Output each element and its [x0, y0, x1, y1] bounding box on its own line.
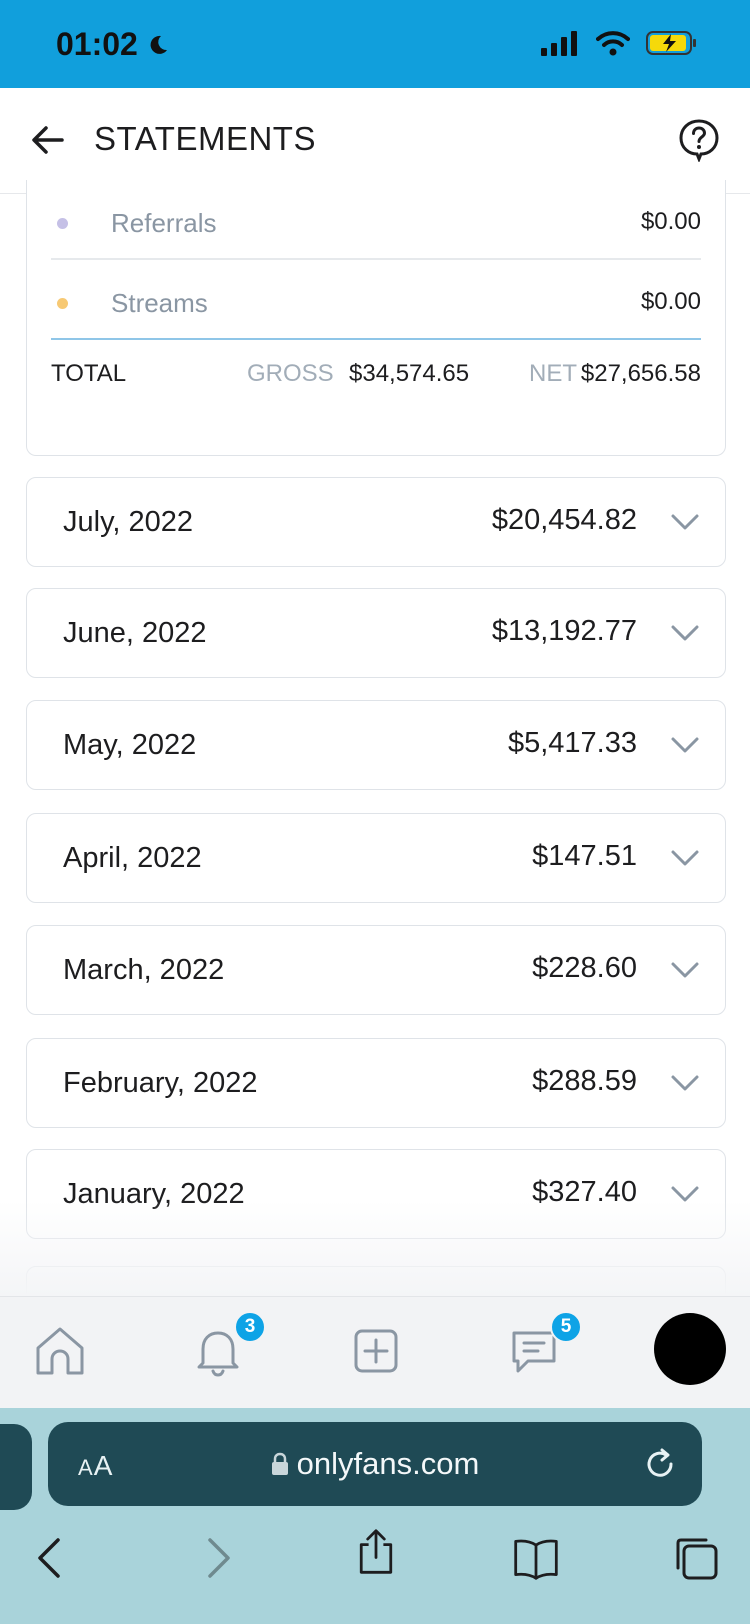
- summary-totals: TOTAL GROSS $34,574.65 NET $27,656.58: [51, 360, 701, 404]
- net-value: $27,656.58: [580, 360, 701, 387]
- status-icons: [540, 30, 698, 56]
- page-header: STATEMENTS: [0, 88, 750, 194]
- month-row-april-2022[interactable]: April, 2022 $147.51: [26, 813, 726, 903]
- month-amount: $147.51: [532, 840, 637, 872]
- status-time: 01:02: [56, 26, 170, 63]
- month-label: June, 2022: [63, 617, 207, 649]
- summary-row-label: Streams: [111, 288, 208, 318]
- referrals-dot: [57, 218, 68, 229]
- bottom-nav: 3 5: [0, 1296, 750, 1408]
- chevron-down-icon[interactable]: [669, 954, 701, 986]
- help-icon[interactable]: [678, 118, 720, 162]
- scroll-fade: [0, 1200, 750, 1296]
- bell-icon: [197, 1331, 239, 1377]
- gross-label: GROSS: [247, 360, 334, 387]
- summary-row-streams: Streams $0.00: [51, 260, 701, 340]
- month-row-february-2022[interactable]: February, 2022 $288.59: [26, 1038, 726, 1128]
- battery-icon: [646, 31, 696, 55]
- total-label: TOTAL: [51, 360, 127, 387]
- summary-row-referrals: Referrals $0.00: [51, 180, 701, 260]
- month-row-june-2022[interactable]: June, 2022 $13,192.77: [26, 588, 726, 678]
- statement-summary-card: Referrals $0.00 Streams $0.00 TOTAL GROS…: [26, 180, 726, 456]
- home-icon[interactable]: [32, 1323, 88, 1379]
- month-amount: $228.60: [532, 952, 637, 984]
- share-icon[interactable]: [352, 1528, 400, 1576]
- summary-row-label: Referrals: [111, 208, 217, 238]
- month-row-july-2022[interactable]: July, 2022 $20,454.82: [26, 477, 726, 567]
- messages-nav[interactable]: 5: [506, 1311, 582, 1379]
- reload-icon[interactable]: [642, 1446, 678, 1482]
- lock-icon: [271, 1452, 288, 1475]
- month-label: March, 2022: [63, 954, 225, 986]
- tabs-icon[interactable]: [672, 1534, 720, 1582]
- clock-text: 01:02: [56, 26, 138, 62]
- notifications-badge: 3: [234, 1311, 266, 1343]
- bookmarks-icon[interactable]: [512, 1534, 560, 1582]
- url-text: onlyfans.com: [296, 1446, 480, 1481]
- signal-icon: [541, 31, 577, 56]
- summary-row-amount: $0.00: [640, 208, 701, 235]
- text-size-button[interactable]: AA: [78, 1450, 114, 1481]
- back-arrow-icon[interactable]: [26, 118, 70, 162]
- chevron-down-icon[interactable]: [669, 617, 701, 649]
- month-amount: $20,454.82: [491, 504, 637, 536]
- status-bar: 01:02: [0, 0, 750, 88]
- month-label: July, 2022: [63, 506, 194, 538]
- month-label: February, 2022: [63, 1067, 258, 1099]
- month-row-may-2022[interactable]: May, 2022 $5,417.33: [26, 700, 726, 790]
- month-amount: $13,192.77: [491, 615, 637, 647]
- chevron-down-icon[interactable]: [669, 506, 701, 538]
- month-row-march-2022[interactable]: March, 2022 $228.60: [26, 925, 726, 1015]
- month-amount: $5,417.33: [507, 727, 637, 759]
- add-post-icon[interactable]: [348, 1323, 404, 1379]
- avatar[interactable]: [654, 1313, 726, 1385]
- moon-icon: [150, 35, 167, 54]
- month-label: May, 2022: [63, 729, 197, 761]
- month-amount: $288.59: [532, 1065, 637, 1097]
- summary-row-amount: $0.00: [640, 288, 701, 315]
- wifi-icon: [596, 31, 630, 56]
- chevron-down-icon[interactable]: [669, 1067, 701, 1099]
- month-label: April, 2022: [63, 842, 202, 874]
- browser-forward-icon[interactable]: [192, 1534, 240, 1582]
- browser-toolbar: AA onlyfans.com: [0, 1408, 750, 1624]
- chevron-down-icon[interactable]: [669, 729, 701, 761]
- streams-dot: [57, 298, 68, 309]
- notifications-nav[interactable]: 3: [190, 1311, 266, 1379]
- url-display: onlyfans.com: [48, 1446, 702, 1482]
- previous-tab-bar[interactable]: [0, 1424, 32, 1510]
- gross-value: $34,574.65: [349, 360, 470, 387]
- messages-badge: 5: [550, 1311, 582, 1343]
- net-label: NET: [529, 360, 577, 387]
- page-title: STATEMENTS: [94, 120, 316, 157]
- chevron-down-icon[interactable]: [669, 842, 701, 874]
- address-bar[interactable]: AA onlyfans.com: [48, 1422, 702, 1506]
- browser-back-icon[interactable]: [28, 1534, 76, 1582]
